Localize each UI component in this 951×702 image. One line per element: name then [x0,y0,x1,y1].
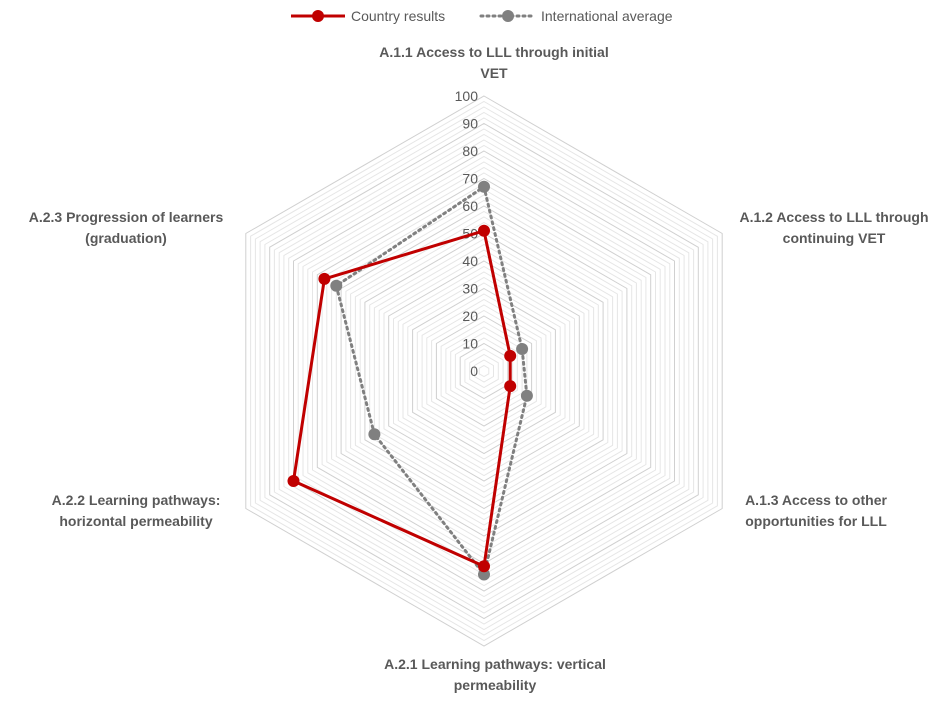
category-label-3-line-1: A.1.3 Access to other [745,492,887,508]
grid-ring-90 [269,122,699,620]
grid-ring-78 [297,155,671,587]
point-international-average-2 [516,343,529,355]
grid-ring-44 [378,249,590,493]
legend-label-international-average: International average [541,8,673,24]
grid-ring-80 [293,150,675,592]
grid-ring-38 [393,265,575,477]
series-layer [287,180,533,581]
tick-label-80: 80 [462,143,478,159]
grid-ring-2 [478,364,490,378]
legend-marker-international-average [502,10,514,22]
tick-label-20: 20 [462,308,478,324]
grid-ring-4 [474,359,494,383]
point-international-average-4 [478,568,490,581]
radar-grid [245,95,723,647]
grid-ring-82 [288,144,680,598]
tick-label-60: 60 [462,198,478,214]
grid-ring-64 [331,194,637,548]
grid-ring-10 [459,342,509,400]
grid-ring-34 [402,276,566,466]
category-labels: A.1.1 Access to LLL through initial VETA.… [29,44,929,693]
grid-ring-8 [464,348,504,394]
category-label-3-line-2: opportunities for LLL [745,513,887,529]
grid-ring-46 [373,243,595,499]
category-label-2-line-2: continuing VET [783,230,886,246]
category-label-5-line-1: A.2.2 Learning pathways: [52,492,221,508]
category-label-6: A.2.3 Progression of learners (graduation… [29,209,224,246]
grid-ring-40 [388,260,580,482]
grid-ring-50 [364,232,604,510]
series-international-average [330,180,533,581]
series-country-results [287,224,517,573]
category-label-5-line-2: horizontal permeability [59,513,212,529]
category-label-4-line-1: A.2.1 Learning pathways: vertical [384,656,606,672]
grid-ring-28 [416,293,552,449]
category-label-2-line-1: A.1.2 Access to LLL through [739,209,928,225]
legend: Country results International average [291,8,673,24]
grid-ring-26 [421,298,547,444]
grid-ring-56 [350,216,618,526]
tick-label-10: 10 [462,336,478,352]
tick-label-40: 40 [462,253,478,269]
grid-ring-36 [397,271,571,471]
category-label-3: A.1.3 Access to other opportunities for L… [745,492,887,529]
category-label-1-line-2: VET [480,65,508,81]
grid-ring-22 [431,309,537,433]
grid-ring-98 [250,100,718,642]
point-country-results-5 [287,475,300,487]
grid-ring-92 [264,117,704,625]
tick-label-30: 30 [462,281,478,297]
grid-ring-48 [369,238,599,504]
grid-ring-96 [254,106,714,636]
grid-ring-54 [354,221,614,521]
point-international-average-6 [330,279,343,292]
grid-ring-52 [359,227,609,515]
category-label-6-line-2: (graduation) [85,230,167,246]
grid-ring-42 [383,254,585,488]
grid-ring-84 [283,139,685,603]
category-label-4-line-2: permeability [454,677,537,693]
grid-ring-88 [273,128,695,614]
grid-ring-58 [345,210,623,532]
category-label-5: A.2.2 Learning pathways: horizontal perme… [52,492,221,529]
legend-marker-country-results [312,10,324,22]
grid-ring-20 [435,315,533,427]
category-label-6-line-1: A.2.3 Progression of learners [29,209,224,225]
point-country-results-4 [478,560,490,573]
grid-ring-100 [245,95,723,647]
category-label-4: A.2.1 Learning pathways: vertical permeab… [384,656,606,693]
tick-label-0: 0 [470,363,478,379]
category-label-1: A.1.1 Access to LLL through initial VET [379,44,608,81]
grid-ring-6 [469,353,499,389]
point-international-average-5 [368,428,381,441]
point-country-results-3 [504,380,517,393]
legend-item-international-average: International average [479,8,673,24]
point-country-results-2 [504,349,517,362]
legend-label-country-results: Country results [351,8,445,24]
legend-item-country-results: Country results [291,8,445,24]
grid-ring-30 [412,287,556,455]
grid-ring-24 [426,304,542,438]
category-label-2: A.1.2 Access to LLL through continuing VE… [739,209,928,246]
grid-ring-32 [407,282,561,460]
tick-label-90: 90 [462,116,478,132]
point-country-results-6 [318,272,331,285]
grid-ring-62 [335,199,633,543]
point-country-results-1 [478,224,490,237]
category-label-1-line-1: A.1.1 Access to LLL through initial [379,44,608,60]
grid-ring-94 [259,111,709,631]
point-international-average-1 [478,180,490,193]
grid-ring-86 [278,133,690,609]
grid-ring-18 [440,320,528,422]
point-international-average-3 [520,389,533,402]
tick-label-100: 100 [455,88,479,104]
grid-ring-68 [321,183,647,559]
tick-label-70: 70 [462,171,478,187]
